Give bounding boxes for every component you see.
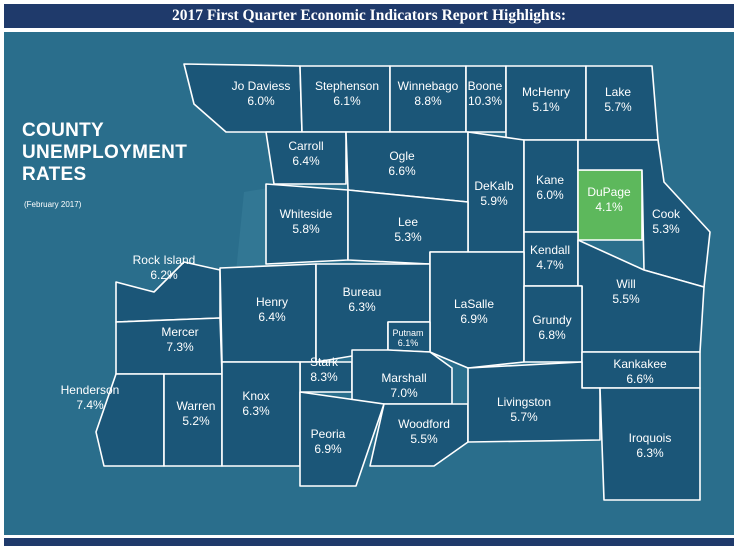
- county-name-lake: Lake: [605, 85, 631, 99]
- county-name-dekalb: DeKalb: [474, 179, 514, 193]
- county-shape-henderson: [95, 373, 165, 467]
- county-rate-dekalb: 5.9%: [480, 194, 508, 208]
- county-name-warren: Warren: [177, 399, 216, 413]
- county-rate-lasalle: 6.9%: [460, 312, 488, 326]
- bottom-bar: [4, 538, 734, 546]
- heading-line-1: COUNTY: [22, 120, 105, 141]
- county-rate-kendall: 4.7%: [536, 258, 564, 272]
- county-name-iroquois: Iroquois: [629, 431, 672, 445]
- county-name-dupage: DuPage: [587, 185, 631, 199]
- county-rate-mchenry: 5.1%: [532, 100, 560, 114]
- county-rate-ogle: 6.6%: [388, 164, 416, 178]
- county-shape-peoria: [299, 391, 385, 487]
- county-rate-woodford: 5.5%: [410, 432, 438, 446]
- county-rate-kane: 6.0%: [536, 188, 564, 202]
- county-name-winnebago: Winnebago: [398, 79, 459, 93]
- county-shape-jo-daviess: [183, 63, 303, 133]
- county-rate-stark: 8.3%: [310, 370, 338, 384]
- county-name-mchenry: McHenry: [522, 85, 570, 99]
- county-rate-stephenson: 6.1%: [333, 94, 361, 108]
- county-name-henry: Henry: [256, 295, 288, 309]
- county-rate-warren: 5.2%: [182, 414, 210, 428]
- county-name-putnam: Putnam: [392, 328, 423, 338]
- county-name-kendall: Kendall: [530, 243, 570, 257]
- county-rate-cook: 5.3%: [652, 222, 680, 236]
- county-name-kankakee: Kankakee: [613, 357, 667, 371]
- county-rate-knox: 6.3%: [242, 404, 270, 418]
- county-name-lee: Lee: [398, 215, 418, 229]
- map-subheading: (February 2017): [24, 200, 82, 209]
- county-shape-iroquois: [599, 387, 701, 501]
- county-rate-boone: 10.3%: [468, 94, 502, 108]
- county-rate-henry: 6.4%: [258, 310, 286, 324]
- county-rate-rock-island: 6.2%: [150, 268, 178, 282]
- county-rate-lee: 5.3%: [394, 230, 422, 244]
- county-rate-lake: 5.7%: [604, 100, 632, 114]
- county-rate-jo-daviess: 6.0%: [247, 94, 275, 108]
- heading-line-3: RATES: [22, 164, 87, 185]
- county-rate-marshall: 7.0%: [390, 386, 418, 400]
- county-name-knox: Knox: [242, 389, 269, 403]
- county-rate-bureau: 6.3%: [348, 300, 376, 314]
- county-name-cook: Cook: [652, 207, 681, 221]
- county-name-bureau: Bureau: [343, 285, 382, 299]
- county-rate-will: 5.5%: [612, 292, 640, 306]
- county-rate-livingston: 5.7%: [510, 410, 538, 424]
- county-name-will: Will: [616, 277, 635, 291]
- county-labels: Jo Daviess6.0%Stephenson6.1%Winnebago8.8…: [61, 79, 681, 460]
- county-rate-iroquois: 6.3%: [636, 446, 664, 460]
- county-name-livingston: Livingston: [497, 395, 551, 409]
- county-name-carroll: Carroll: [288, 139, 323, 153]
- county-rate-whiteside: 5.8%: [292, 222, 320, 236]
- county-name-kane: Kane: [536, 173, 564, 187]
- county-name-peoria: Peoria: [311, 427, 346, 441]
- county-name-grundy: Grundy: [532, 313, 571, 327]
- county-name-stephenson: Stephenson: [315, 79, 379, 93]
- county-shape-carroll: [265, 131, 347, 185]
- county-rate-kankakee: 6.6%: [626, 372, 654, 386]
- map-heading: COUNTY UNEMPLOYMENT RATES: [22, 120, 187, 186]
- county-name-henderson: Henderson: [61, 383, 120, 397]
- county-name-ogle: Ogle: [389, 149, 415, 163]
- county-rate-dupage: 4.1%: [595, 200, 623, 214]
- county-rate-peoria: 6.9%: [314, 442, 342, 456]
- map-svg: Jo Daviess6.0%Stephenson6.1%Winnebago8.8…: [61, 63, 711, 501]
- county-name-mercer: Mercer: [161, 325, 198, 339]
- county-name-woodford: Woodford: [398, 417, 450, 431]
- county-shape-woodford: [369, 403, 469, 467]
- county-name-whiteside: Whiteside: [280, 207, 333, 221]
- county-name-lasalle: LaSalle: [454, 297, 494, 311]
- county-name-boone: Boone: [468, 79, 503, 93]
- county-rate-winnebago: 8.8%: [414, 94, 442, 108]
- county-name-rock-island: Rock Island: [133, 253, 196, 267]
- county-rate-henderson: 7.4%: [76, 398, 104, 412]
- county-name-marshall: Marshall: [381, 371, 426, 385]
- county-map: Jo Daviess 6.0% Stephenson 6.1% Winnebago 8.8…: [4, 32, 734, 535]
- county-rate-grundy: 6.8%: [538, 328, 566, 342]
- county-rate-putnam: 6.1%: [398, 338, 419, 348]
- heading-line-2: UNEMPLOYMENT: [22, 142, 188, 163]
- report-title: 2017 First Quarter Economic Indicators R…: [4, 4, 734, 28]
- county-rate-carroll: 6.4%: [292, 154, 320, 168]
- county-name-jo-daviess: Jo Daviess: [232, 79, 291, 93]
- county-rate-mercer: 7.3%: [166, 340, 194, 354]
- county-name-stark: Stark: [310, 355, 339, 369]
